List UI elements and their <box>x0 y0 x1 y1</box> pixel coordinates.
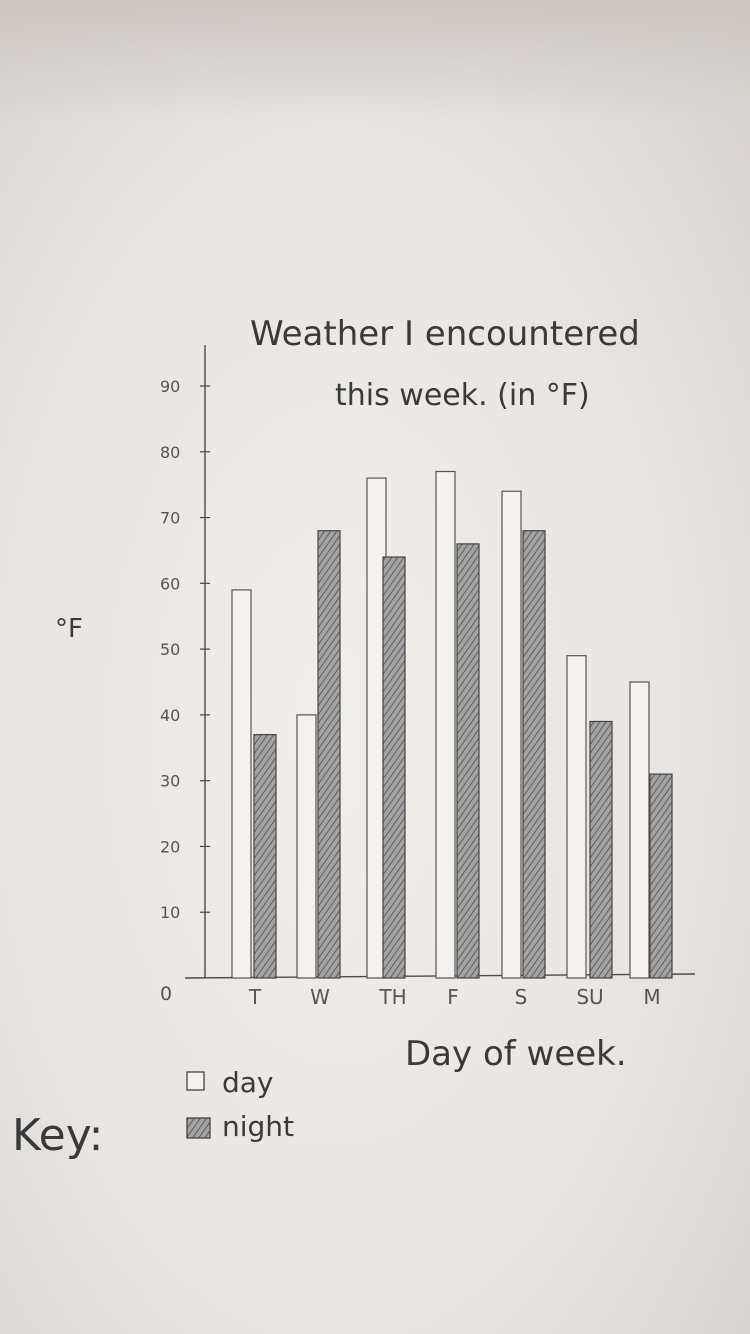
legend-day-label: day <box>222 1066 274 1099</box>
x-axis-label: Day of week. <box>405 1034 627 1074</box>
bar-night-m <box>649 773 673 979</box>
bar-day-m <box>629 681 650 979</box>
legend-night-swatch <box>186 1117 211 1139</box>
legend-day-swatch <box>186 1071 205 1091</box>
bars <box>231 470 673 979</box>
legend-night-label: night <box>222 1110 294 1143</box>
y-tick-label: 40 <box>160 706 180 725</box>
bar-night-t <box>253 734 277 979</box>
x-tick-labels: T W TH F S SU M <box>248 985 661 1009</box>
bar-day-f <box>435 470 456 979</box>
x-tick-label: M <box>643 985 660 1009</box>
y-tick-label: 70 <box>160 509 180 528</box>
chart-title-line-1: Weather I encountered <box>250 314 640 354</box>
y-tick-label: 30 <box>160 772 180 791</box>
x-tick-label: W <box>310 985 330 1009</box>
y-tick-label: 60 <box>160 574 180 593</box>
y-tick-label: 10 <box>160 903 180 922</box>
legend-title: Key: <box>12 1110 103 1161</box>
bar-day-su <box>566 655 587 979</box>
y-ticks: 0 10 20 30 40 50 60 70 80 90 <box>160 377 210 1005</box>
bar-night-th <box>382 556 406 979</box>
bar-night-s <box>522 530 546 979</box>
y-axis-label: °F <box>55 614 83 644</box>
x-tick-label: T <box>248 985 262 1009</box>
y-tick-label: 90 <box>160 377 180 396</box>
chart-title-line-2: this week. (in °F) <box>335 378 590 413</box>
x-tick-label: SU <box>576 985 603 1009</box>
y-tick-label: 20 <box>160 837 180 856</box>
y-tick-label: 80 <box>160 443 180 462</box>
y-tick-label: 50 <box>160 640 180 659</box>
bar-night-w <box>317 530 341 979</box>
bar-day-t <box>231 589 252 979</box>
y-tick-label: 0 <box>160 983 172 1005</box>
bar-night-su <box>589 720 613 979</box>
x-tick-label: TH <box>378 985 406 1009</box>
bar-day-w <box>296 714 317 979</box>
x-tick-label: S <box>515 985 528 1009</box>
bar-night-f <box>456 543 480 979</box>
x-tick-label: F <box>447 985 459 1009</box>
bar-day-s <box>501 490 522 979</box>
paper-shadow <box>0 0 750 120</box>
